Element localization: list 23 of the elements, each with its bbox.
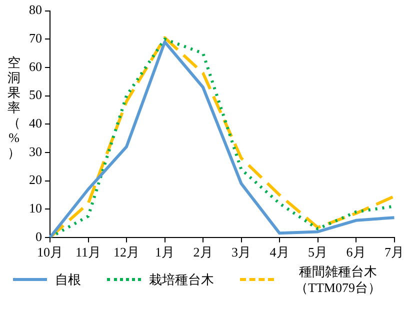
- y-tick-label: 60: [29, 58, 42, 74]
- x-tick-label: 2月: [193, 244, 213, 260]
- x-tick-label: 1月: [155, 244, 174, 260]
- y-tick-label: 50: [29, 87, 42, 102]
- x-tick-label: 7月: [384, 244, 404, 260]
- x-tick-label: 10月: [37, 244, 63, 260]
- x-tick-label: 6月: [346, 244, 366, 260]
- x-tick-label: 5月: [308, 244, 328, 260]
- y-tick-label: 40: [29, 116, 42, 131]
- x-tick-label: 12月: [114, 244, 140, 260]
- y-tick-label: 80: [29, 2, 42, 18]
- legend-label: 自根: [55, 272, 81, 288]
- x-tick-label: 4月: [270, 244, 290, 260]
- legend-label: 種間雑種台木（TTM079台）: [294, 264, 382, 296]
- y-tick-label: 30: [29, 144, 42, 159]
- legend-label: 栽培種台木: [149, 272, 214, 288]
- y-tick-label: 70: [29, 30, 42, 46]
- y-axis-title: 空洞果率（%）: [6, 55, 22, 160]
- x-tick-label: 3月: [232, 244, 251, 260]
- y-tick-label: 20: [29, 172, 42, 188]
- y-tick-label: 0: [36, 228, 42, 244]
- x-tick-label: 11月: [75, 244, 102, 260]
- y-tick-label: 10: [29, 200, 42, 216]
